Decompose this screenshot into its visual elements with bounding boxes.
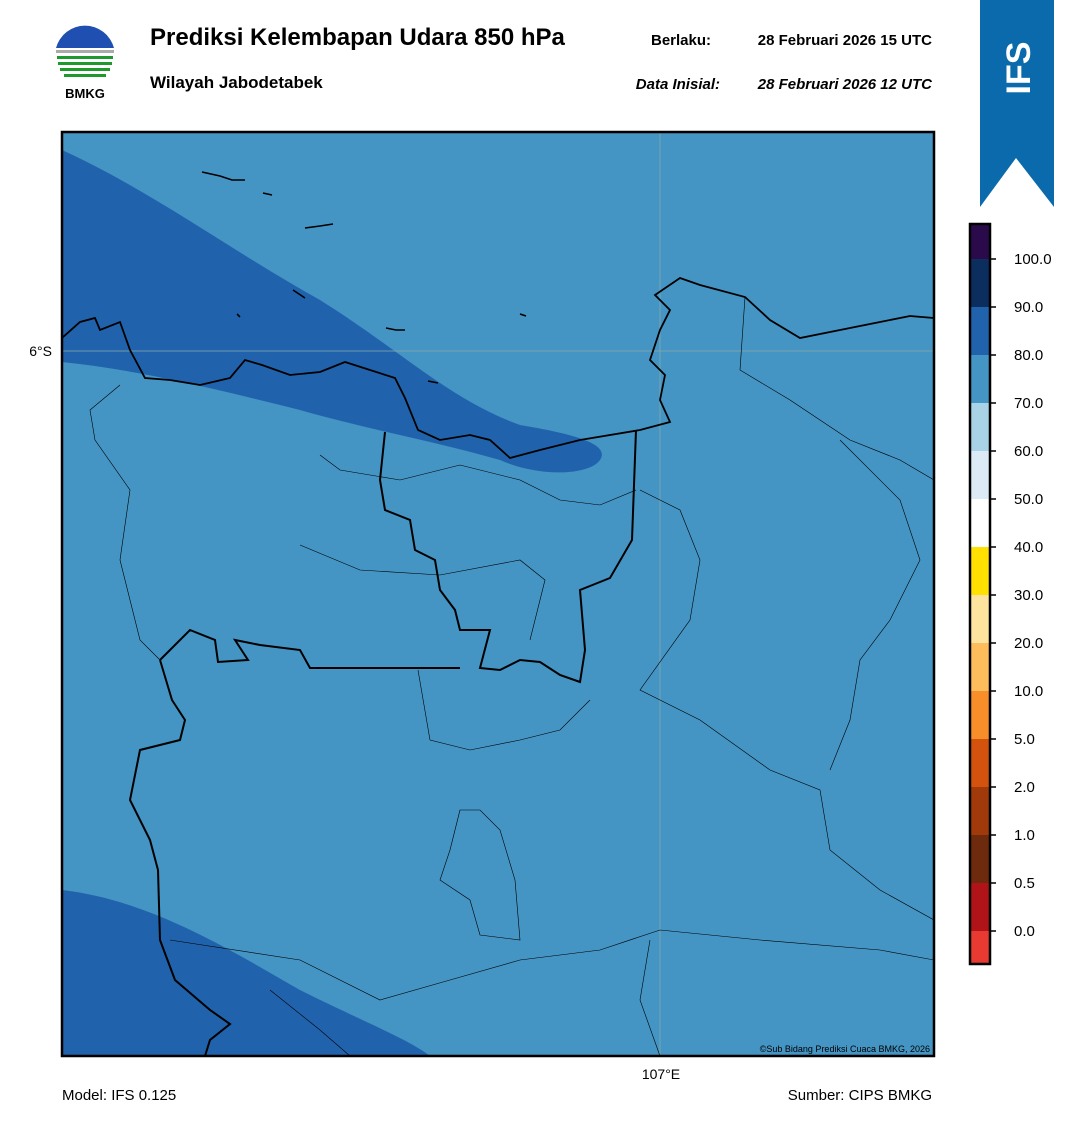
colorbar-segment bbox=[970, 739, 990, 787]
init-label: Data Inisial: bbox=[636, 76, 720, 93]
lon-label: 107°E bbox=[642, 1066, 680, 1082]
colorbar-label: 60.0 bbox=[1014, 443, 1043, 460]
source: Sumber: CIPS BMKG bbox=[788, 1087, 932, 1104]
colorbar-label: 10.0 bbox=[1014, 683, 1043, 700]
colorbar-label: 90.0 bbox=[1014, 299, 1043, 316]
colorbar-segment bbox=[970, 883, 990, 931]
colorbar-segment bbox=[970, 931, 990, 964]
colorbar-label: 1.0 bbox=[1014, 827, 1035, 844]
valid-label: Berlaku: bbox=[651, 32, 711, 49]
colorbar-label: 40.0 bbox=[1014, 539, 1043, 556]
colorbar-label: 2.0 bbox=[1014, 779, 1035, 796]
colorbar-label: 30.0 bbox=[1014, 587, 1043, 604]
colorbar-segment bbox=[970, 499, 990, 547]
colorbar-segment bbox=[970, 224, 990, 259]
credit: ©Sub Bidang Prediksi Cuaca BMKG, 2026 bbox=[760, 1044, 930, 1054]
colorbar-label: 20.0 bbox=[1014, 635, 1043, 652]
colorbar-segment bbox=[970, 307, 990, 355]
colorbar-label: 80.0 bbox=[1014, 347, 1043, 364]
map: ©Sub Bidang Prediksi Cuaca BMKG, 2026 6°… bbox=[29, 130, 936, 1082]
colorbar-label: 0.5 bbox=[1014, 875, 1035, 892]
colorbar-label: 5.0 bbox=[1014, 731, 1035, 748]
colorbar-label: 0.0 bbox=[1014, 923, 1035, 940]
logo: BMKG bbox=[55, 25, 115, 101]
colorbar-segment bbox=[970, 835, 990, 883]
colorbar-segment bbox=[970, 451, 990, 499]
colorbar-segment bbox=[970, 259, 990, 307]
colorbar-segment bbox=[970, 547, 990, 595]
colorbar-segment bbox=[970, 643, 990, 691]
colorbar-frame bbox=[968, 222, 992, 966]
colorbar-segment bbox=[970, 787, 990, 835]
colorbar-segment bbox=[970, 691, 990, 739]
colorbar-label: 50.0 bbox=[1014, 491, 1043, 508]
colorbar: 0.0 0.5 1.0 2.0 5.0 10.0 20.0 30.0 40.0 50.0 60.0 7… bbox=[968, 222, 1052, 966]
colorbar-label: 70.0 bbox=[1014, 395, 1043, 412]
colorbar-segment bbox=[970, 403, 990, 451]
badge bbox=[980, 0, 1054, 207]
title: Prediksi Kelembapan Udara 850 hPa bbox=[150, 24, 566, 51]
colorbar-segment bbox=[970, 355, 990, 403]
subtitle: Wilayah Jabodetabek bbox=[150, 73, 323, 92]
init-value: 28 Februari 2026 12 UTC bbox=[757, 76, 933, 93]
colorbar-segment bbox=[970, 595, 990, 643]
model: Model: IFS 0.125 bbox=[62, 1087, 176, 1104]
lat-label: 6°S bbox=[29, 343, 52, 359]
valid-value: 28 Februari 2026 15 UTC bbox=[758, 32, 932, 49]
colorbar-label: 100.0 bbox=[1014, 251, 1052, 268]
logo-text: BMKG bbox=[65, 86, 105, 101]
badge-text: IFS bbox=[1000, 42, 1038, 95]
